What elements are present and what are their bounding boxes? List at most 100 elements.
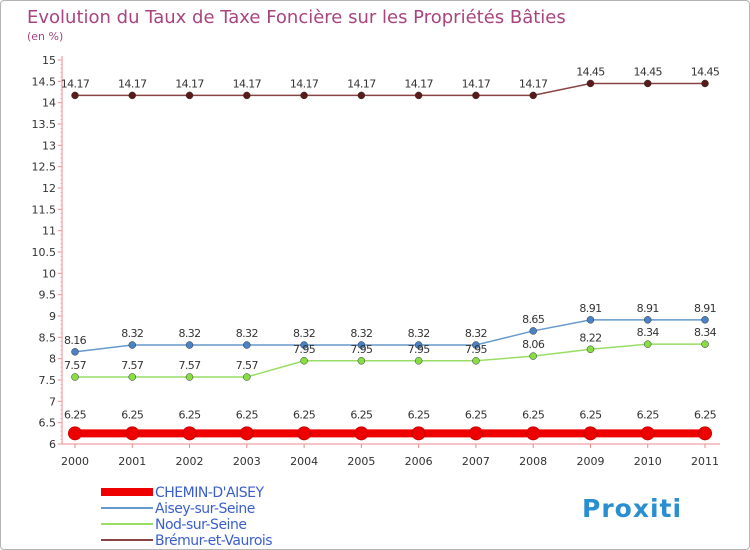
data-label: 7.95 (293, 343, 316, 356)
x-tick-label: 2006 (405, 455, 433, 468)
y-tick-label: 7.5 (39, 374, 57, 387)
series-layer (68, 79, 712, 441)
data-point (411, 426, 426, 441)
legend-label: Aisey-sur-Seine (155, 501, 255, 517)
series-line-Brémur-et-Vaurois (75, 82, 705, 97)
data-label: 8.65 (522, 313, 545, 326)
y-tick-label: 10 (42, 267, 56, 280)
y-tick-label: 10.5 (32, 246, 57, 259)
data-label: 8.34 (637, 326, 660, 339)
data-point (472, 91, 480, 100)
data-point (128, 341, 137, 349)
data-label: 6.25 (522, 408, 545, 421)
x-tick-label: 2003 (233, 455, 261, 468)
data-label: 8.32 (293, 327, 315, 340)
y-tick-label: 11.5 (32, 203, 57, 216)
data-point (128, 373, 137, 381)
data-point (243, 373, 251, 381)
data-point (472, 341, 480, 349)
data-point (71, 373, 79, 381)
data-label: 14.45 (576, 65, 605, 78)
data-label: 6.25 (64, 408, 87, 421)
data-point (526, 426, 541, 441)
data-label: 6.25 (694, 408, 717, 421)
logo-text: Proxiti (582, 494, 682, 523)
y-tick-label: 12.5 (32, 161, 57, 174)
data-point (468, 426, 483, 441)
data-point (698, 426, 712, 441)
data-label: 8.32 (408, 327, 430, 340)
data-label: 8.32 (121, 327, 143, 340)
data-label: 8.91 (579, 302, 601, 315)
data-label: 14.45 (633, 65, 662, 78)
data-point (586, 316, 595, 324)
x-tick-label: 2000 (61, 455, 89, 468)
y-tick-label: 6.5 (39, 417, 57, 430)
data-point (185, 373, 194, 381)
data-label: 14.17 (347, 77, 376, 90)
data-label: 14.17 (519, 77, 548, 90)
data-point (414, 91, 423, 100)
data-point (529, 327, 537, 335)
data-label: 6.25 (637, 408, 660, 421)
data-label: 8.32 (350, 327, 372, 340)
y-tick-label: 15 (42, 54, 56, 67)
data-point (243, 341, 251, 349)
data-label: 8.32 (236, 327, 258, 340)
series-line-Aisey-sur-Seine (74, 319, 705, 353)
data-label: 7.57 (178, 359, 201, 372)
data-label: 8.32 (465, 327, 487, 340)
data-label: 7.95 (465, 343, 488, 356)
legend-label: Brémur-et-Vaurois (155, 533, 272, 549)
data-point (357, 357, 366, 365)
data-point (125, 426, 140, 441)
data-point (71, 91, 79, 100)
data-label: 6.25 (465, 408, 488, 421)
data-label: 8.91 (694, 302, 716, 315)
data-point (701, 340, 709, 348)
y-tick-label: 6 (49, 438, 56, 451)
data-point (640, 426, 655, 441)
y-tick-label: 12 (42, 182, 56, 195)
data-label: 6.25 (178, 408, 201, 421)
data-point (354, 426, 369, 441)
data-label: 8.34 (694, 326, 717, 339)
data-point (71, 348, 79, 356)
data-point (529, 91, 537, 100)
legend-label: CHEMIN-D'AISEY (155, 485, 264, 501)
data-point (239, 426, 254, 441)
x-tick-label: 2008 (519, 455, 547, 468)
data-label: 14.17 (118, 77, 147, 90)
data-point (414, 357, 423, 365)
data-point (357, 341, 366, 349)
x-tick-label: 2001 (118, 455, 146, 468)
x-tick-label: 2002 (176, 455, 204, 468)
data-point (300, 91, 308, 100)
data-point (297, 426, 312, 441)
data-label: 14.17 (290, 77, 319, 90)
data-point (643, 340, 652, 348)
legend-label: Nod-sur-Seine (155, 517, 246, 533)
data-point (583, 426, 598, 441)
proxiti-logo: Proxiti (582, 494, 682, 523)
data-label: 6.25 (579, 408, 602, 421)
data-label: 7.57 (121, 359, 144, 372)
data-point (243, 91, 251, 100)
x-tick-label: 2007 (462, 455, 490, 468)
x-tick-label: 2009 (576, 455, 604, 468)
data-point (472, 357, 480, 365)
x-axis-ticks: 2000 2001 2002 2003 2004 2005 2006 2007 2008 2009… (61, 444, 719, 468)
data-point (185, 341, 194, 349)
y-tick-label: 11 (42, 225, 56, 238)
data-label: 7.57 (64, 359, 87, 372)
data-point (586, 79, 595, 88)
data-labels-layer: 6.25 6.25 6.25 6.25 6.25 6.25 6.25 6.25 6.25 6.25… (61, 65, 721, 421)
data-label: 6.25 (236, 408, 259, 421)
data-point (185, 91, 194, 100)
data-label: 8.91 (637, 302, 659, 315)
y-tick-label: 9 (49, 310, 56, 323)
data-point (414, 341, 423, 349)
data-label: 14.17 (233, 77, 262, 90)
